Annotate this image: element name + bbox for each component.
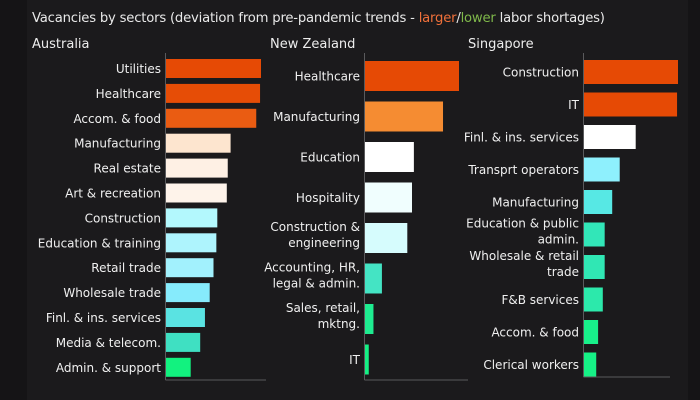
singapore-bar-clerical-workers [584, 352, 597, 377]
new-zealand-bar-education [365, 142, 414, 172]
singapore-bar-finl-ins-services [584, 125, 636, 149]
australia-bar-real-estate [166, 158, 228, 178]
australia-label-wholesale-trade: Wholesale trade [63, 286, 161, 300]
new-zealand-label-accounting-hr-legal-admin: Accounting, HR, legal & admin. [264, 261, 360, 291]
australia-bar-accom-food [166, 108, 257, 128]
australia-label-retail-trade: Retail trade [91, 261, 161, 275]
panel-title-australia: Australia [32, 37, 90, 52]
singapore-bar-transprt-operators [584, 157, 620, 182]
new-zealand-bar-hospitality [365, 182, 412, 213]
australia-label-manufacturing: Manufacturing [74, 137, 161, 151]
title-larger: larger [418, 11, 457, 26]
australia-label-utilities: Utilities [116, 62, 161, 76]
singapore-bar-accom-food [584, 320, 599, 344]
singapore-bar-f-b-services [584, 287, 603, 312]
australia-label-art-recreation: Art & recreation [65, 187, 161, 201]
australia-label-accom-food: Accom. & food [73, 112, 161, 126]
singapore-bar-education-public-admin [584, 222, 605, 247]
new-zealand-label-sales-retail-mktng: Sales, retail, mktng. [286, 301, 360, 331]
singapore-label-education-public-admin: Education & public admin. [466, 217, 579, 247]
panel-title-new-zealand: New Zealand [270, 37, 356, 52]
panel-title-singapore: Singapore [468, 37, 534, 52]
australia-bar-media-telecom [166, 332, 201, 352]
australia-label-healthcare: Healthcare [96, 87, 161, 101]
australia-bar-wholesale-trade [166, 283, 210, 303]
new-zealand-bar-healthcare [365, 61, 459, 91]
singapore-bar-it [584, 92, 678, 117]
australia-bar-admin-support [166, 357, 191, 377]
singapore-label-construction: Construction [503, 66, 579, 80]
singapore-label-finl-ins-services: Finl. & ins. services [464, 131, 579, 145]
australia-bar-healthcare [166, 83, 261, 103]
australia-label-education-training: Education & training [38, 236, 161, 250]
singapore-label-it: IT [568, 98, 580, 112]
new-zealand-label-construction-engineering: Construction & engineering [270, 220, 360, 250]
australia-label-finl-ins-services: Finl. & ins. services [46, 311, 161, 325]
australia-bar-manufacturing [166, 133, 231, 153]
new-zealand-bar-sales-retail-mktng [365, 304, 374, 334]
new-zealand-label-hospitality: Hospitality [296, 191, 360, 205]
singapore-bar-wholesale-retail-trade [584, 255, 605, 279]
new-zealand-bar-construction-engineering [365, 223, 408, 253]
chart-panel [27, 0, 688, 400]
title-sep: / [456, 11, 461, 26]
new-zealand-bar-manufacturing [365, 101, 444, 132]
australia-label-admin-support: Admin. & support [56, 361, 161, 375]
new-zealand-bar-it [365, 344, 369, 375]
singapore-label-clerical-workers: Clerical workers [483, 358, 579, 372]
australia-label-construction: Construction [85, 211, 161, 225]
new-zealand-label-education: Education [300, 151, 360, 165]
singapore-label-f-b-services: F&B services [501, 293, 579, 307]
title-suffix: labor shortages) [495, 11, 605, 26]
title-lower: lower [460, 11, 496, 26]
singapore-label-manufacturing: Manufacturing [492, 196, 579, 210]
australia-bar-construction [166, 208, 218, 228]
new-zealand-label-it: IT [349, 353, 361, 367]
australia-bar-finl-ins-services [166, 308, 205, 327]
singapore-label-wholesale-retail-trade: Wholesale & retail trade [469, 249, 579, 279]
title-prefix: Vacancies by sectors (deviation from pre… [32, 11, 419, 26]
australia-label-real-estate: Real estate [94, 162, 161, 176]
australia-label-media-telecom: Media & telecom. [56, 336, 161, 350]
new-zealand-bar-accounting-hr-legal-admin [365, 263, 382, 294]
singapore-label-transprt-operators: Transprt operators [467, 163, 579, 177]
chart-title: Vacancies by sectors (deviation from pre… [32, 11, 605, 26]
singapore-bar-construction [584, 60, 678, 84]
australia-bar-retail-trade [166, 258, 214, 278]
australia-bar-utilities [166, 59, 261, 78]
australia-bar-education-training [166, 233, 217, 253]
new-zealand-label-healthcare: Healthcare [295, 70, 360, 84]
singapore-bar-manufacturing [584, 190, 613, 214]
australia-bar-art-recreation [166, 183, 227, 203]
singapore-label-accom-food: Accom. & food [491, 326, 579, 340]
new-zealand-label-manufacturing: Manufacturing [273, 110, 360, 124]
